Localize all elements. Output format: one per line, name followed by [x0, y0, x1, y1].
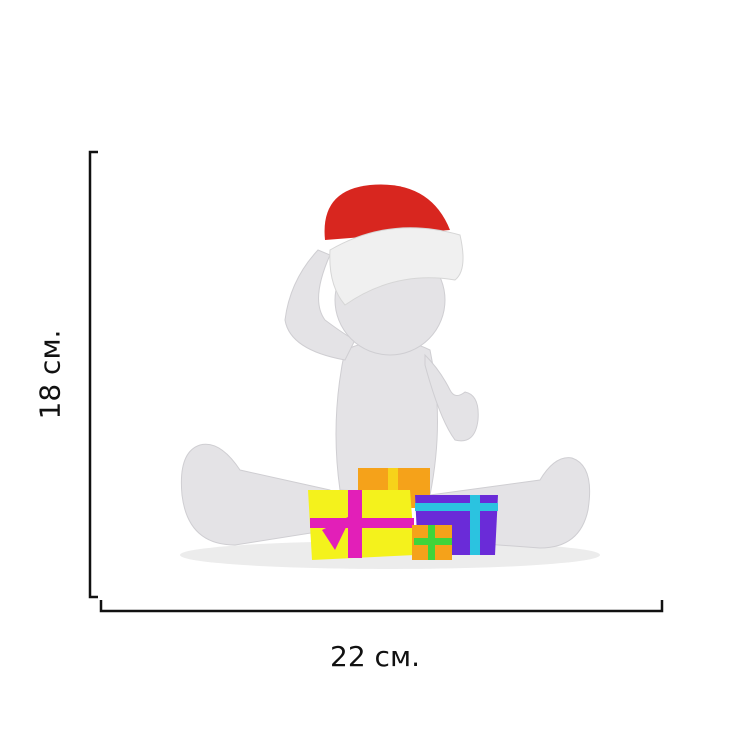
santa-hat [324, 184, 464, 306]
width-dimension-label: 22 см. [330, 640, 420, 673]
height-dimension-label: 18 см. [33, 329, 67, 420]
height-dimension-line [88, 150, 98, 599]
gifts [308, 468, 498, 560]
width-dimension-line [99, 600, 664, 613]
